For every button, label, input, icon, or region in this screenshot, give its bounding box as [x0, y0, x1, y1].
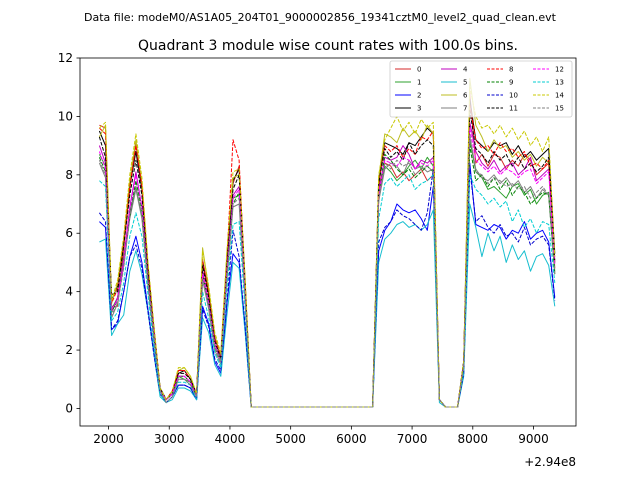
x-tick-label: 4000 [215, 432, 246, 446]
y-tick-label: 2 [65, 343, 73, 357]
x-tick-label: 3000 [154, 432, 185, 446]
figure-suptitle: Data file: modeM0/AS1A05_204T01_90000028… [84, 11, 557, 24]
y-tick-label: 0 [65, 401, 73, 415]
legend-label: 4 [463, 66, 468, 74]
x-tick-label: 8000 [458, 432, 489, 446]
plot-area: 2000 3000 4000 5000 6000 7000 8000 900002468101… [58, 51, 577, 446]
legend-box [389, 60, 573, 118]
legend-label: 10 [509, 92, 518, 100]
legend-label: 11 [509, 105, 518, 113]
legend-label: 14 [555, 92, 564, 100]
axes-frame [79, 57, 577, 427]
y-tick-label: 10 [58, 109, 73, 123]
x-offset-label: +2.94e8 [524, 455, 576, 469]
x-tick-label: 9000 [518, 432, 549, 446]
legend-label: 8 [509, 66, 513, 74]
legend-label: 6 [463, 92, 468, 100]
x-tick-label: 7000 [397, 432, 428, 446]
legend-label: 3 [417, 105, 421, 113]
y-tick-label: 8 [65, 168, 73, 182]
chart-title: Quadrant 3 module wise count rates with … [138, 38, 518, 54]
x-tick-label: 6000 [336, 432, 367, 446]
legend-label: 12 [555, 66, 564, 74]
series-line-15 [98, 133, 556, 408]
x-tick-label: 2000 [93, 432, 124, 446]
legend-label: 7 [463, 105, 467, 113]
legend-label: 2 [417, 92, 421, 100]
legend-label: 5 [463, 79, 467, 87]
legend-label: 9 [509, 79, 513, 87]
y-tick-label: 4 [65, 285, 73, 299]
y-tick-label: 6 [65, 226, 73, 240]
x-tick-label: 5000 [275, 432, 306, 446]
legend-label: 13 [555, 79, 564, 87]
legend-label: 15 [555, 105, 564, 113]
y-tick-label: 12 [58, 51, 73, 65]
legend-label: 1 [417, 79, 421, 87]
series-group [98, 77, 556, 408]
legend-label: 0 [417, 66, 421, 74]
